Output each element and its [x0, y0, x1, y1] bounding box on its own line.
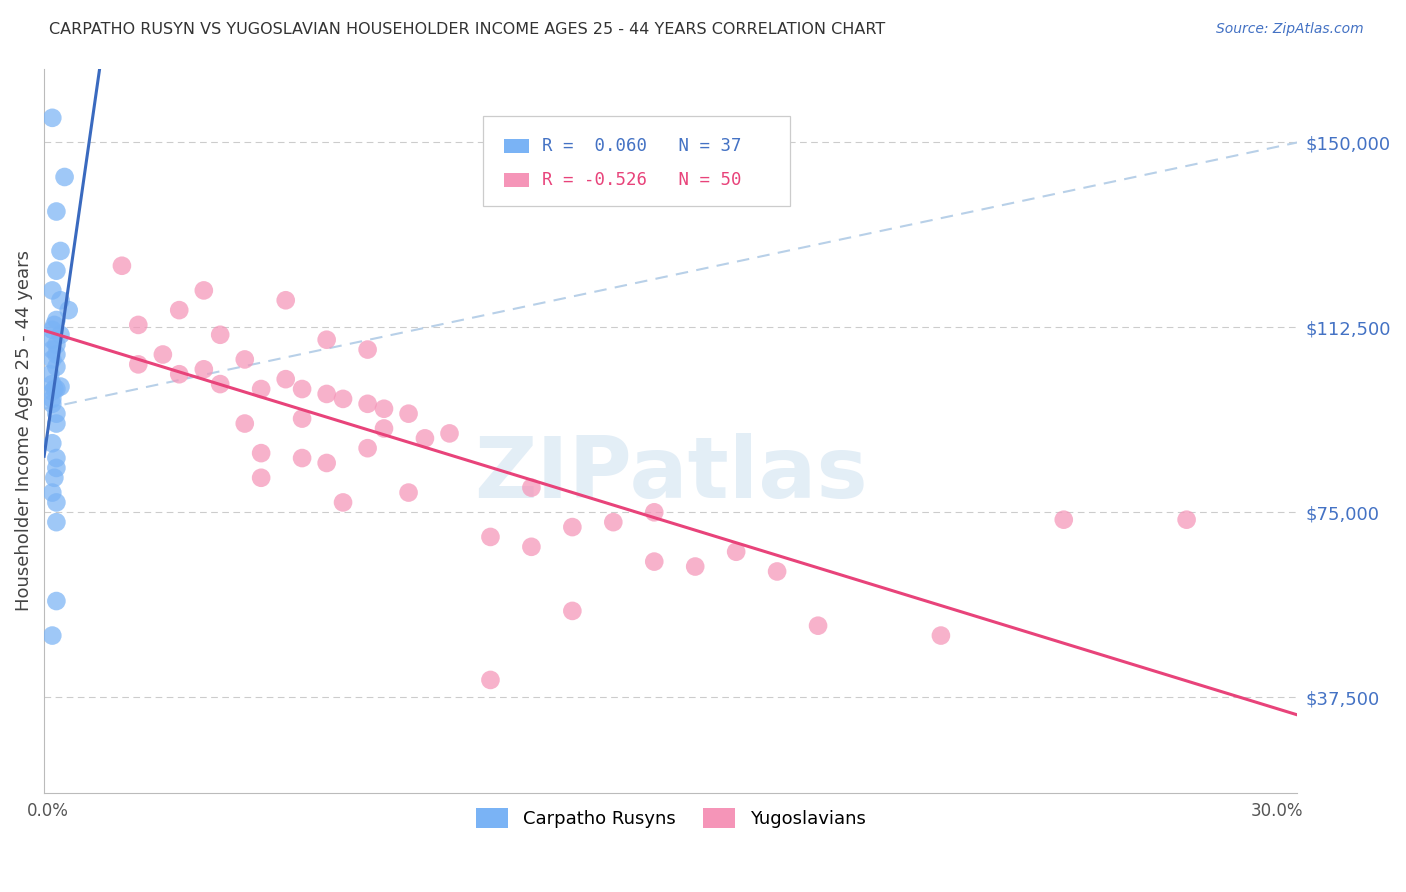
Point — [45, 515, 67, 529]
Point — [45, 263, 67, 277]
Text: CARPATHO RUSYN VS YUGOSLAVIAN HOUSEHOLDER INCOME AGES 25 - 44 YEARS CORRELATION : CARPATHO RUSYN VS YUGOSLAVIAN HOUSEHOLDE… — [49, 22, 886, 37]
Point — [41, 397, 63, 411]
Point — [49, 379, 72, 393]
Point — [127, 357, 149, 371]
Point — [45, 347, 67, 361]
Point — [41, 629, 63, 643]
Point — [167, 303, 190, 318]
Point — [58, 303, 80, 318]
Point — [193, 284, 215, 298]
Point — [274, 293, 297, 308]
Point — [315, 333, 337, 347]
Point — [152, 347, 174, 361]
Point — [250, 382, 273, 396]
Point — [41, 485, 63, 500]
Text: ZIPatlas: ZIPatlas — [474, 433, 868, 516]
Point — [398, 485, 420, 500]
Point — [41, 333, 63, 347]
Point — [643, 555, 665, 569]
Point — [766, 565, 789, 579]
Point — [49, 244, 72, 258]
Point — [561, 604, 583, 618]
Point — [45, 382, 67, 396]
Point — [41, 384, 63, 399]
Legend: Carpatho Rusyns, Yugoslavians: Carpatho Rusyns, Yugoslavians — [468, 801, 873, 835]
Point — [45, 417, 67, 431]
Point — [1053, 513, 1076, 527]
Point — [45, 337, 67, 351]
Point — [233, 352, 256, 367]
Point — [1175, 513, 1198, 527]
Point — [250, 471, 273, 485]
Point — [373, 401, 395, 416]
Bar — [503, 138, 529, 153]
Point — [561, 520, 583, 534]
Point — [807, 618, 830, 632]
Point — [127, 318, 149, 332]
Point — [49, 327, 72, 342]
Point — [356, 397, 378, 411]
Point — [398, 407, 420, 421]
Point — [49, 293, 72, 308]
Point — [479, 673, 502, 687]
Point — [45, 313, 67, 327]
Point — [41, 284, 63, 298]
Point — [44, 318, 66, 332]
Point — [45, 461, 67, 475]
Point — [45, 451, 67, 466]
Point — [41, 392, 63, 406]
Point — [725, 545, 748, 559]
Point — [41, 352, 63, 367]
Point — [45, 495, 67, 509]
Point — [39, 368, 62, 382]
Point — [209, 377, 232, 392]
Point — [291, 451, 314, 466]
Point — [45, 594, 67, 608]
Point — [44, 471, 66, 485]
Point — [413, 431, 436, 445]
Point — [520, 481, 543, 495]
Point — [683, 559, 706, 574]
Y-axis label: Householder Income Ages 25 - 44 years: Householder Income Ages 25 - 44 years — [15, 251, 32, 611]
Point — [602, 515, 624, 529]
Point — [250, 446, 273, 460]
Point — [356, 343, 378, 357]
Point — [929, 629, 952, 643]
Point — [44, 382, 66, 396]
Point — [332, 392, 354, 406]
Point — [41, 343, 63, 357]
Text: Source: ZipAtlas.com: Source: ZipAtlas.com — [1216, 22, 1364, 37]
Text: R = -0.526   N = 50: R = -0.526 N = 50 — [541, 171, 741, 189]
Point — [332, 495, 354, 509]
Point — [167, 368, 190, 382]
Point — [643, 505, 665, 519]
Point — [233, 417, 256, 431]
Point — [45, 407, 67, 421]
Point — [520, 540, 543, 554]
Point — [45, 204, 67, 219]
Point — [41, 111, 63, 125]
FancyBboxPatch shape — [482, 116, 790, 206]
Point — [479, 530, 502, 544]
Point — [193, 362, 215, 376]
Point — [439, 426, 461, 441]
Point — [356, 441, 378, 455]
Point — [41, 377, 63, 392]
Point — [41, 436, 63, 450]
Point — [111, 259, 134, 273]
Point — [45, 359, 67, 374]
Point — [291, 382, 314, 396]
Point — [315, 387, 337, 401]
Bar — [503, 173, 529, 187]
Point — [373, 421, 395, 435]
Point — [41, 323, 63, 337]
Text: R =  0.060   N = 37: R = 0.060 N = 37 — [541, 137, 741, 155]
Point — [291, 411, 314, 425]
Point — [315, 456, 337, 470]
Point — [209, 327, 232, 342]
Point — [274, 372, 297, 386]
Point — [53, 169, 76, 184]
